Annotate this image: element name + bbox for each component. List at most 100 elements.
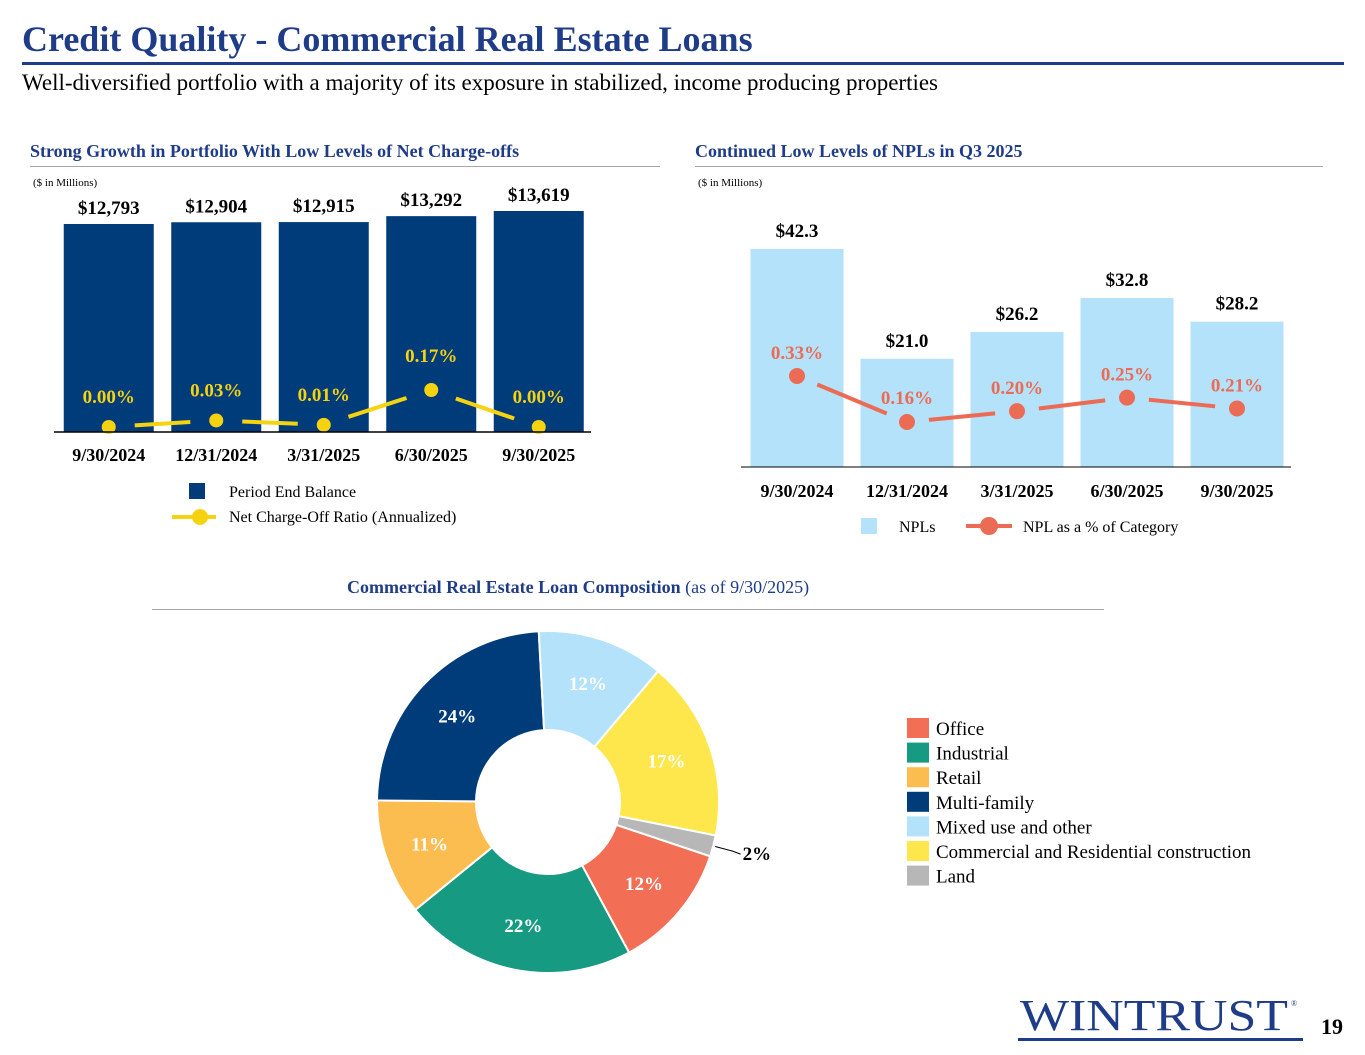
logo-text: WINTRUST (1020, 992, 1288, 1040)
npl-bar-label: $21.0 (886, 331, 929, 352)
npl-pct-label: 0.21% (1211, 375, 1263, 396)
npl-chart-rule (695, 166, 1323, 167)
balance-bar-label: $13,619 (508, 185, 570, 206)
npl-bar (1080, 297, 1174, 467)
npl-pct-line-segment (816, 382, 888, 416)
composition-chart-title: Commercial Real Estate Loan Composition (347, 577, 681, 597)
donut-slice-label: 22% (504, 916, 542, 937)
balance-unit-note: ($ in Millions) (33, 177, 98, 189)
legend-label-npl-pct: NPL as a % of Category (1023, 519, 1178, 536)
nco-point-label: 0.00% (513, 387, 565, 408)
npl-x-tick: 12/31/2024 (866, 481, 948, 501)
donut-slice-label: 2% (743, 844, 772, 865)
npl-bar (1190, 321, 1284, 467)
nco-line-segment (455, 396, 515, 421)
donut-slice-label: 24% (438, 706, 476, 727)
legend-label-multi-family: Multi-family (936, 793, 1035, 814)
composition-chart-title-suffix: (as of 9/30/2025) (685, 577, 810, 597)
balance-chart: $12,793 9/30/2024 $12,904 12/31/2024 $12,915… (54, 185, 591, 526)
composition-chart-rule (152, 609, 1104, 610)
npl-bar-label: $26.2 (996, 304, 1039, 325)
page-title: Credit Quality - Commercial Real Estate … (22, 19, 753, 59)
npl-pct-label: 0.20% (991, 378, 1043, 399)
legend-swatch-npl (861, 518, 877, 534)
npl-bar (860, 358, 954, 467)
donut-slice (413, 846, 631, 974)
title-rule (22, 62, 1344, 65)
npl-pct-line-segment (928, 411, 996, 422)
npl-x-tick: 3/31/2025 (980, 481, 1053, 501)
page-number: 19 (1321, 1014, 1343, 1039)
npl-pct-point (899, 414, 915, 430)
legend-label-npl: NPLs (899, 519, 935, 536)
balance-x-tick: 9/30/2025 (502, 445, 575, 465)
npl-pct-line-segment (1148, 397, 1216, 409)
composition-chart: 12% 22% 11% 24% 12% 17% 2% Office Industrial Reta… (375, 630, 1252, 974)
nco-point (531, 420, 546, 434)
balance-x-tick: 6/30/2025 (395, 445, 468, 465)
npl-bar-label: $42.3 (776, 221, 819, 242)
balance-bar-label: $12,793 (78, 198, 140, 219)
balance-bar-label: $13,292 (400, 190, 462, 211)
npl-x-tick: 9/30/2024 (760, 481, 833, 501)
legend-swatch-balance (189, 483, 205, 499)
page-subtitle: Well-diversified portfolio with a majori… (22, 70, 939, 95)
balance-bar (493, 211, 584, 432)
legend-swatch-industrial (907, 742, 929, 763)
donut-slice-label: 12% (625, 874, 663, 895)
npl-bar (970, 331, 1064, 467)
legend-marker-nco (192, 509, 208, 525)
composition-chart-title-wrap: Commercial Real Estate Loan Composition … (347, 577, 809, 598)
balance-bar (63, 224, 154, 432)
legend-swatch-multi-family (907, 791, 929, 812)
legend-label-nco: Net Charge-Off Ratio (Annualized) (229, 509, 456, 526)
legend-label-retail: Retail (936, 768, 981, 789)
donut-slice-label: 11% (411, 834, 448, 855)
legend-swatch-commercial-and-residential-construction (907, 841, 929, 861)
legend-swatch-land (907, 865, 929, 886)
legend-swatch-retail (907, 767, 929, 788)
npl-pct-label: 0.25% (1101, 365, 1153, 386)
nco-point-label: 0.17% (405, 346, 457, 367)
npl-chart: $42.3 9/30/2024 $21.0 12/31/2024 $26.2 3/31/2… (741, 221, 1291, 536)
nco-point (316, 417, 331, 432)
balance-x-tick: 12/31/2024 (175, 445, 257, 465)
npl-pct-label: 0.33% (771, 343, 823, 364)
nco-point (101, 420, 116, 434)
legend-label-balance: Period End Balance (229, 484, 356, 501)
legend-label-mixed-use-and-other: Mixed use and other (936, 817, 1092, 838)
balance-x-tick: 9/30/2024 (72, 445, 145, 465)
balance-bar-label: $12,904 (185, 196, 247, 217)
nco-line-segment (242, 419, 298, 426)
nco-point-label: 0.00% (83, 387, 135, 408)
npl-pct-point (1009, 403, 1025, 420)
donut-leader-line (715, 846, 741, 855)
nco-point (424, 383, 439, 397)
balance-bar-label: $12,915 (293, 196, 355, 217)
nco-line-segment (134, 420, 191, 428)
npl-chart-title: Continued Low Levels of NPLs in Q3 2025 (695, 141, 1023, 161)
nco-line-segment (347, 396, 408, 419)
donut-slice (375, 630, 546, 803)
legend-label-land: Land (936, 867, 976, 888)
nco-point-label: 0.03% (190, 380, 242, 401)
legend-marker-npl-pct (980, 517, 998, 535)
wintrust-logo: WINTRUST ® (1018, 992, 1303, 1041)
logo-registered-mark: ® (1291, 999, 1297, 1008)
nco-point (209, 413, 224, 428)
npl-pct-label: 0.16% (881, 388, 933, 409)
npl-pct-point (1119, 389, 1135, 406)
npl-bar (750, 249, 844, 467)
npl-bar-label: $32.8 (1106, 270, 1149, 291)
nco-point-label: 0.01% (298, 385, 350, 406)
balance-bar (171, 222, 262, 432)
balance-chart-rule (30, 166, 660, 167)
balance-bar (278, 222, 369, 432)
donut-slice-label: 17% (647, 752, 685, 773)
npl-bar-label: $28.2 (1216, 294, 1259, 315)
logo-underline (1018, 1038, 1303, 1041)
legend-label-industrial: Industrial (936, 744, 1009, 765)
npl-pct-line-segment (1038, 398, 1106, 411)
legend-swatch-mixed-use-and-other (907, 816, 929, 837)
npl-pct-point (1229, 400, 1245, 417)
